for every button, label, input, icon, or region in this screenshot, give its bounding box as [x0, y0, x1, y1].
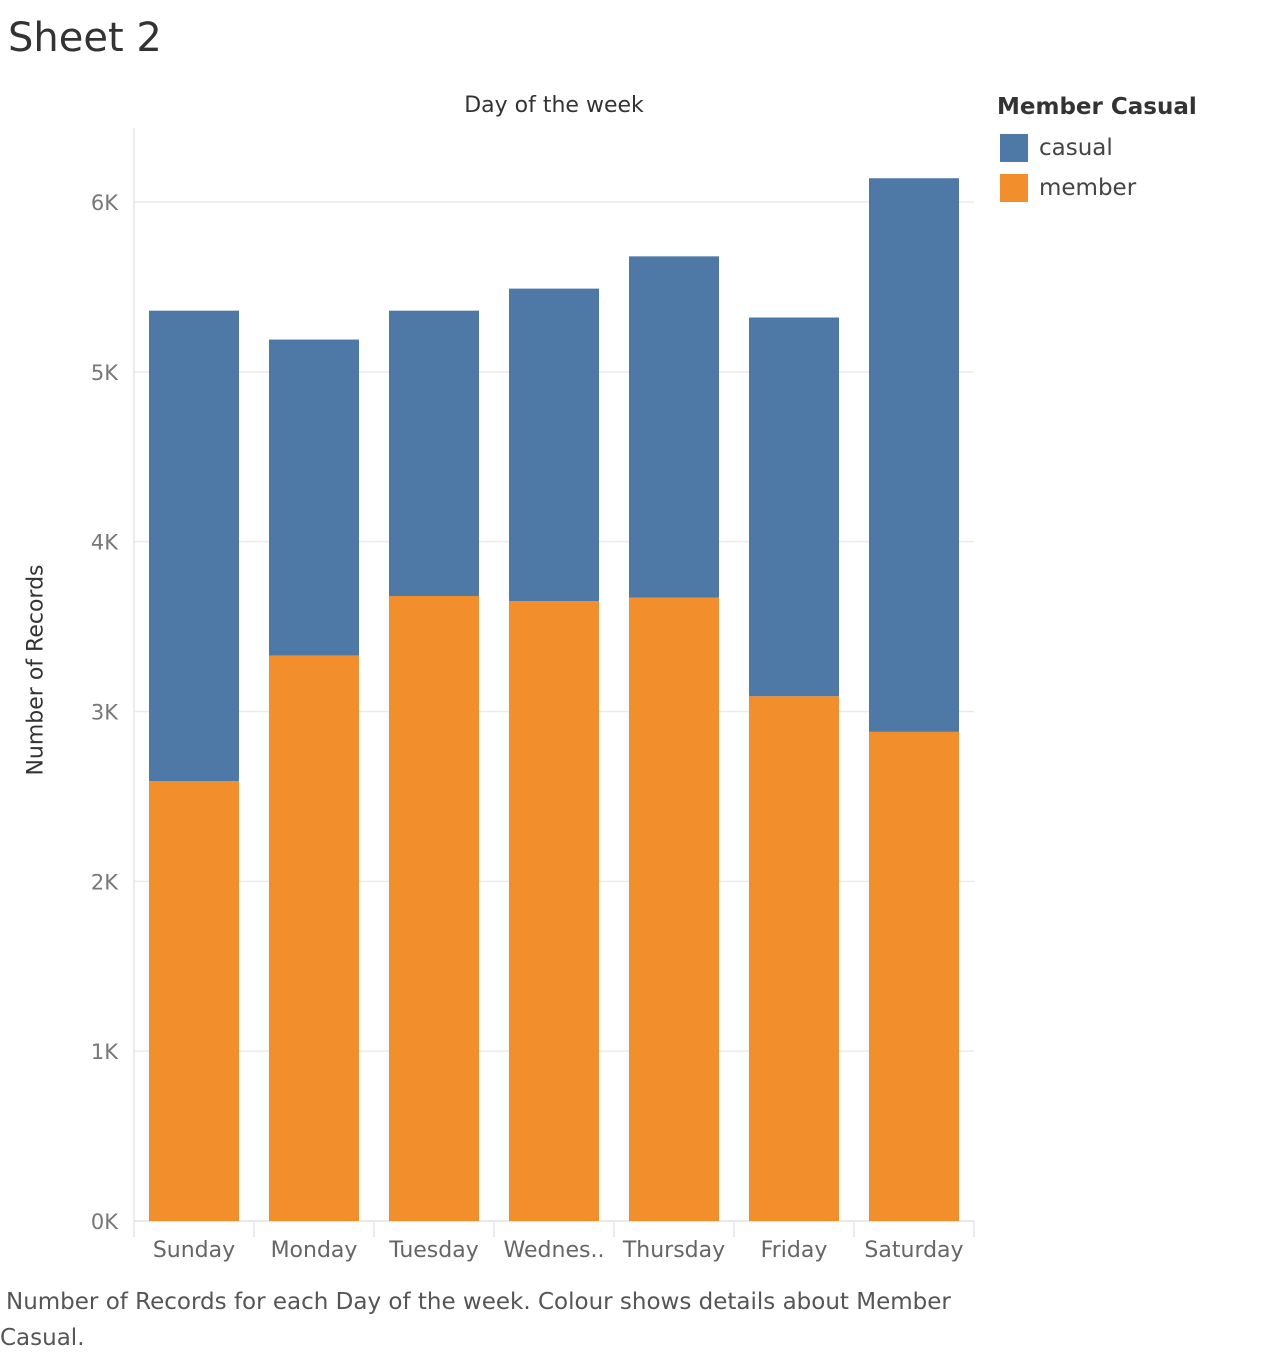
y-tick-label: 5K [91, 361, 119, 385]
legend-label-casual: casual [1039, 135, 1113, 161]
bar-casual[interactable] [749, 317, 839, 697]
y-tick-label: 2K [91, 870, 119, 894]
legend-item-casual[interactable]: casual [997, 128, 1197, 168]
legend-swatch-member [1000, 174, 1028, 202]
bar-casual[interactable] [389, 310, 479, 597]
x-category-label: Wednes.. [504, 1238, 605, 1263]
bar-member[interactable] [269, 655, 359, 1221]
x-category-label: Sunday [153, 1238, 235, 1263]
bar-member[interactable] [629, 597, 719, 1221]
bar-member[interactable] [869, 731, 959, 1221]
x-axis-header: Day of the week [464, 93, 644, 118]
x-category-label: Tuesday [388, 1238, 479, 1263]
legend-swatch-casual [1000, 134, 1028, 162]
legend-label-member: member [1039, 175, 1137, 201]
y-tick-label: 0K [91, 1210, 119, 1234]
bar-casual[interactable] [629, 256, 719, 598]
y-tick-label: 6K [91, 191, 119, 215]
bar-casual[interactable] [269, 339, 359, 656]
bar-casual[interactable] [149, 310, 239, 782]
legend-title[interactable]: Member Casual [997, 94, 1197, 120]
bar-member[interactable] [749, 696, 839, 1221]
bar-casual[interactable] [869, 178, 959, 732]
y-tick-label: 4K [91, 531, 119, 555]
x-category-label: Monday [271, 1238, 358, 1263]
bar-member[interactable] [509, 601, 599, 1221]
x-category-label: Thursday [622, 1238, 725, 1263]
x-category-label: Saturday [864, 1238, 963, 1263]
bar-member[interactable] [389, 596, 479, 1221]
chart-caption: Number of Records for each Day of the we… [0, 1289, 951, 1351]
bar-member[interactable] [149, 781, 239, 1221]
x-category-label: Friday [761, 1238, 828, 1263]
y-tick-label: 3K [91, 701, 119, 725]
legend: Member Casual casual member [997, 94, 1197, 208]
bar-casual[interactable] [509, 288, 599, 602]
legend-item-member[interactable]: member [997, 168, 1197, 208]
y-tick-label: 1K [91, 1040, 119, 1064]
sheet-title: Sheet 2 [8, 15, 162, 61]
